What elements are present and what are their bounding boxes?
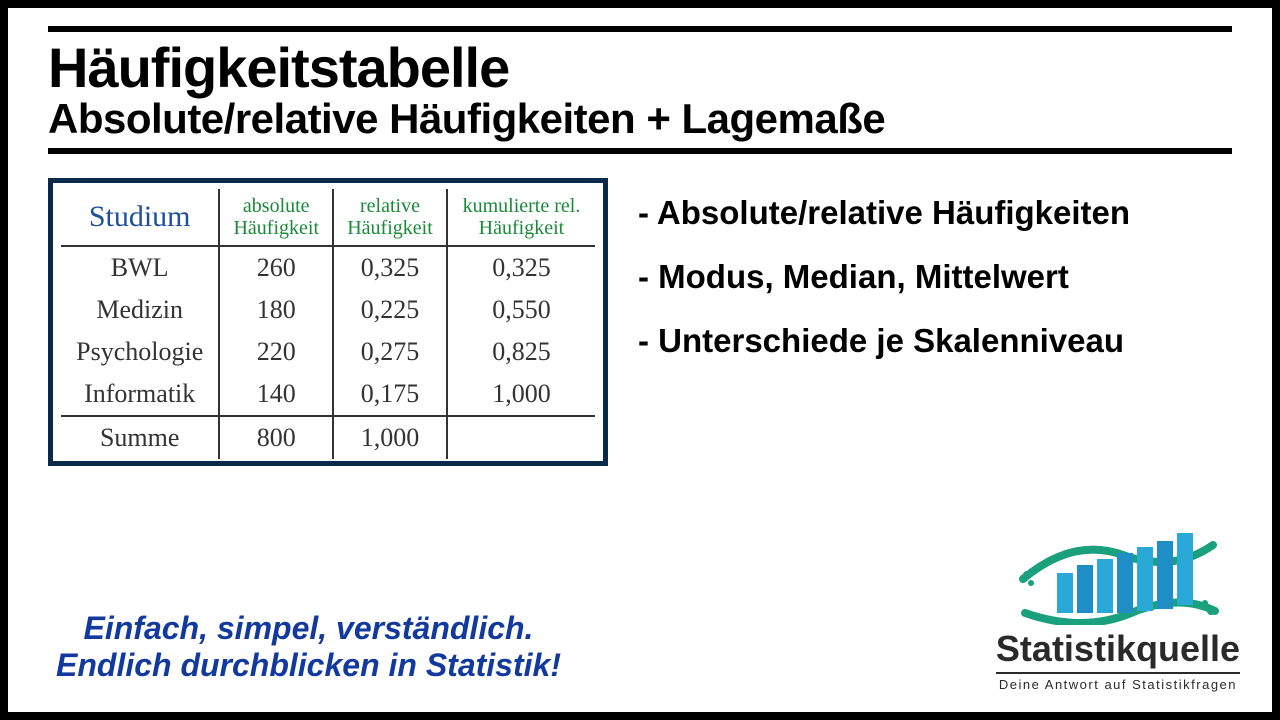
cell-abs: 260: [219, 246, 333, 289]
col-header-studium: Studium: [61, 189, 219, 246]
cell-rel: 0,175: [333, 373, 447, 416]
table-row: BWL 260 0,325 0,325: [61, 246, 595, 289]
cell-rel: 0,225: [333, 289, 447, 331]
bottom-rule: [48, 148, 1232, 154]
cell-abs: 140: [219, 373, 333, 416]
top-rule: [48, 26, 1232, 32]
cell-abs: 220: [219, 331, 333, 373]
tagline-line2: Endlich durchblicken in Statistik!: [56, 647, 561, 683]
tagline-line1: Einfach, simpel, verständlich.: [84, 610, 534, 646]
header-section: Häufigkeitstabelle Absolute/relative Häu…: [48, 26, 1232, 154]
col-header-abs: absoluteHäufigkeit: [219, 189, 333, 246]
page-title: Häufigkeitstabelle: [48, 40, 1232, 96]
bar-chart-icon: [1013, 525, 1223, 625]
table-row: Informatik 140 0,175 1,000: [61, 373, 595, 416]
table-sum-row: Summe 800 1,000: [61, 416, 595, 459]
brand-logo: Statistikquelle Deine Antwort auf Statis…: [996, 525, 1240, 692]
row-label: Medizin: [61, 289, 219, 331]
sum-abs: 800: [219, 416, 333, 459]
cell-rel: 0,325: [333, 246, 447, 289]
table-row: Medizin 180 0,225 0,550: [61, 289, 595, 331]
col-header-kum: kumulierte rel.Häufigkeit: [447, 189, 595, 246]
page-subtitle: Absolute/relative Häufigkeiten + Lagemaß…: [48, 98, 1232, 140]
content-row: Studium absoluteHäufigkeit relativeHäufi…: [8, 178, 1272, 466]
table-row: Psychologie 220 0,275 0,825: [61, 331, 595, 373]
sum-kum: [447, 416, 595, 459]
table: Studium absoluteHäufigkeit relativeHäufi…: [61, 189, 595, 459]
bullet-item: - Modus, Median, Mittelwert: [638, 258, 1130, 296]
sum-rel: 1,000: [333, 416, 447, 459]
bullet-item: - Unterschiede je Skalenniveau: [638, 322, 1130, 360]
logo-slogan: Deine Antwort auf Statistikfragen: [996, 672, 1240, 692]
cell-abs: 180: [219, 289, 333, 331]
cell-kum: 0,550: [447, 289, 595, 331]
cell-kum: 0,325: [447, 246, 595, 289]
table-header-row: Studium absoluteHäufigkeit relativeHäufi…: [61, 189, 595, 246]
bullet-list: - Absolute/relative Häufigkeiten - Modus…: [638, 194, 1130, 466]
frequency-table: Studium absoluteHäufigkeit relativeHäufi…: [48, 178, 608, 466]
row-label: BWL: [61, 246, 219, 289]
cell-rel: 0,275: [333, 331, 447, 373]
row-label: Psychologie: [61, 331, 219, 373]
col-header-rel: relativeHäufigkeit: [333, 189, 447, 246]
cell-kum: 1,000: [447, 373, 595, 416]
logo-name: Statistikquelle: [996, 628, 1240, 670]
bullet-item: - Absolute/relative Häufigkeiten: [638, 194, 1130, 232]
tagline: Einfach, simpel, verständlich. Endlich d…: [56, 610, 561, 684]
cell-kum: 0,825: [447, 331, 595, 373]
row-label: Informatik: [61, 373, 219, 416]
sum-label: Summe: [61, 416, 219, 459]
